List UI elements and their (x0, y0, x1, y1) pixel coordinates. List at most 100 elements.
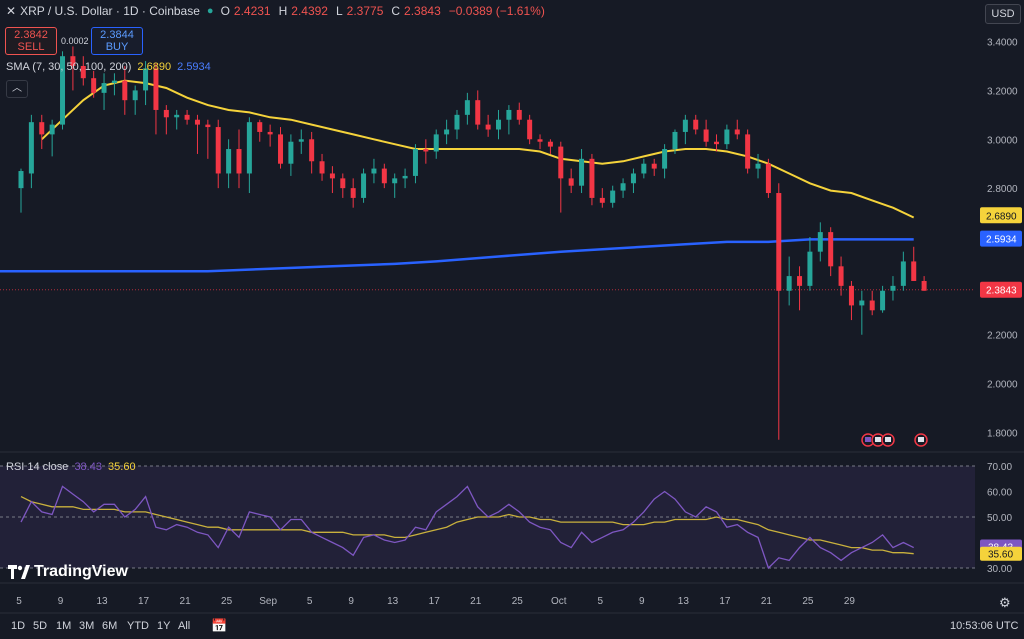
candle-body (412, 149, 418, 176)
range-1y[interactable]: 1Y (157, 620, 171, 632)
time-tick-label: 13 (96, 596, 108, 607)
candle-body (246, 122, 252, 174)
time-tick-label: 13 (678, 596, 690, 607)
time-tick-label: 25 (221, 596, 233, 607)
range-1m[interactable]: 1M (56, 620, 72, 632)
buy-price: 2.3844 (100, 29, 134, 41)
time-tick-label: 9 (348, 596, 354, 607)
rsi-tick-label: 50.00 (987, 513, 1012, 524)
gear-icon[interactable]: ⚙ (999, 595, 1011, 610)
logo-text: TradingView (34, 563, 128, 580)
candle-body (610, 190, 616, 203)
time-tick-label: 5 (307, 596, 313, 607)
range-ytd[interactable]: YTD (127, 620, 149, 632)
candle-body (485, 124, 491, 130)
candle-body (496, 119, 502, 130)
candle-body (298, 139, 304, 142)
event-flag-inner (918, 437, 924, 442)
candle-body (516, 109, 522, 120)
candle-body (423, 149, 429, 152)
time-tick-label: 13 (387, 596, 399, 607)
range-5d[interactable]: 5D (33, 620, 48, 632)
rsi-tick-label: 60.00 (987, 488, 1012, 499)
date-range-icon[interactable]: 📅 (211, 618, 228, 633)
ohlc-high: 2.4392 (291, 4, 328, 18)
close-icon[interactable]: ✕ (6, 4, 17, 18)
candle-body (589, 158, 595, 198)
candle-body (527, 119, 533, 140)
candle-body (319, 161, 325, 174)
sell-price: 2.3842 (14, 29, 48, 41)
candle-body (236, 149, 242, 174)
last-price-label: 2.3843 (986, 286, 1017, 297)
time-axis: 5 9 13 17 21 25 Sep 5 9 13 17 21 25 Oct 5 9 13 17 21 25 29 (16, 596, 855, 607)
candle-body (371, 168, 377, 174)
symbol-title[interactable]: XRP / U.S. Dollar · 1D · Coinbase (20, 4, 200, 18)
candle-body (174, 114, 180, 118)
rsi-line (20, 485, 914, 570)
clock[interactable]: 10:53:06 UTC (950, 620, 1019, 632)
time-tick-label: 5 (598, 596, 604, 607)
candle-body (848, 285, 854, 306)
range-1d[interactable]: 1D (11, 620, 26, 632)
buy-button[interactable]: 2.3844 BUY (91, 27, 143, 55)
currency-select[interactable]: USD (985, 4, 1021, 24)
candle-body (163, 109, 169, 118)
time-tick-label: 9 (639, 596, 645, 607)
rsi-legend[interactable]: RSI 14 close 38.43 35.60 (6, 461, 136, 473)
candle-body (630, 173, 636, 184)
ohlc-open: 2.4231 (233, 4, 271, 18)
tradingview-logo[interactable]: TradingView (8, 563, 128, 581)
sma-legend[interactable]: SMA (7, 30, 50, 100, 200) 2.6890 2.5934 (6, 61, 211, 73)
candle-body (599, 197, 605, 203)
candle-body (807, 251, 813, 286)
tradingview-logo-icon (8, 565, 30, 579)
sell-button[interactable]: 2.3842 SELL (5, 27, 57, 55)
chevron-up-icon[interactable]: ︿ (6, 80, 28, 98)
rsi-ma-value-tag-bg (980, 546, 1022, 561)
candle-body (381, 168, 387, 184)
candle-body (153, 68, 159, 110)
time-tick-label: 17 (719, 596, 731, 607)
sma-blue-price-label: 2.5934 (986, 235, 1017, 246)
range-all[interactable]: All (178, 620, 191, 632)
candle-body (506, 109, 512, 120)
candle-body (80, 65, 86, 79)
price-tick-label: 3.0000 (987, 135, 1018, 146)
candle-body (786, 276, 792, 291)
event-flag-inner (875, 437, 881, 442)
buy-label: BUY (105, 41, 129, 53)
candle-body (454, 114, 460, 130)
candle-body (745, 134, 751, 169)
candle-body (60, 56, 66, 125)
rsi-ma-line (20, 496, 914, 555)
spread-value: 0.0002 (61, 36, 89, 46)
ohlc-low: 2.3775 (346, 4, 384, 18)
candle-body (194, 119, 200, 125)
candle-body (651, 163, 657, 169)
ohlc-close: 2.3843 (404, 4, 441, 18)
candle-body (101, 83, 107, 93)
price-tick-label: 2.8000 (987, 184, 1018, 195)
candle-body (340, 178, 346, 189)
time-tick-label: 21 (470, 596, 482, 607)
candle-body (111, 80, 117, 84)
candle-body (734, 129, 740, 135)
price-change: −0.0389 (−1.61%) (448, 4, 545, 18)
rsi-tick-label: 70.00 (987, 462, 1012, 473)
price-tick-label: 2.0000 (987, 380, 1018, 391)
range-3m[interactable]: 3M (79, 620, 95, 632)
candle-body (620, 183, 626, 191)
candle-body (672, 131, 678, 150)
time-tick-label: Sep (259, 596, 277, 607)
range-6m[interactable]: 6M (102, 620, 118, 632)
time-tick-label: 17 (429, 596, 441, 607)
candle-body (828, 232, 834, 267)
candle-body (869, 300, 875, 311)
candle-body (329, 173, 335, 179)
rsi-label: RSI 14 close (6, 461, 69, 473)
candle-body (402, 175, 408, 179)
event-flag-inner (885, 437, 891, 442)
time-tick-label: 25 (802, 596, 814, 607)
